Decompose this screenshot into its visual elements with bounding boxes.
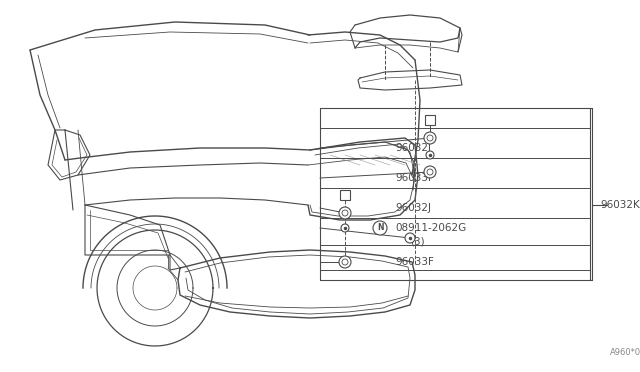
Text: A960*006: A960*006 [610, 348, 640, 357]
Circle shape [341, 224, 349, 232]
Text: 96032J: 96032J [395, 143, 431, 153]
Circle shape [342, 259, 348, 265]
Text: N: N [377, 224, 383, 232]
Text: 96033F: 96033F [395, 257, 434, 267]
Circle shape [426, 151, 434, 159]
Text: 96032K: 96032K [600, 200, 640, 210]
Text: 08911-2062G: 08911-2062G [395, 223, 467, 233]
Text: 96033F: 96033F [395, 173, 434, 183]
Circle shape [339, 256, 351, 268]
Circle shape [424, 132, 436, 144]
Bar [425, 115, 435, 125]
Circle shape [373, 221, 387, 235]
Circle shape [342, 210, 348, 216]
Circle shape [339, 207, 351, 219]
Circle shape [427, 169, 433, 175]
Circle shape [405, 233, 415, 243]
Circle shape [427, 135, 433, 141]
Text: 96032J: 96032J [395, 203, 431, 213]
Text: (3): (3) [410, 237, 424, 247]
Bar [340, 190, 350, 200]
Circle shape [424, 166, 436, 178]
